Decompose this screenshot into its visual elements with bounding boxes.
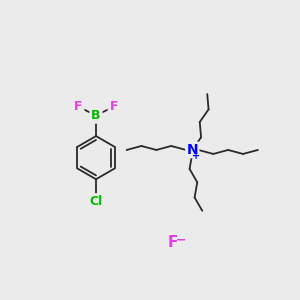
Text: Cl: Cl <box>89 195 103 208</box>
Text: N: N <box>186 143 198 157</box>
Text: F: F <box>168 235 178 250</box>
Text: F: F <box>110 100 118 113</box>
Text: F: F <box>74 100 82 113</box>
Text: +: + <box>192 151 200 161</box>
Text: −: − <box>176 233 186 247</box>
Text: B: B <box>91 109 101 122</box>
